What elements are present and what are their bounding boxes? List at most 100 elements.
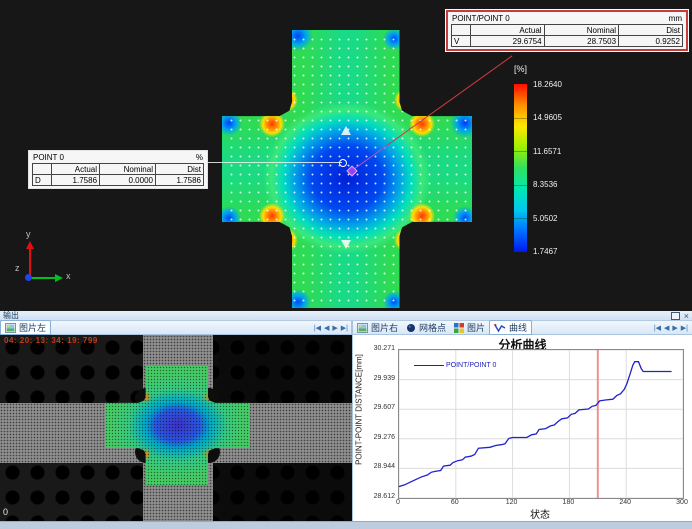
frame-number-overlay: 0 <box>3 507 9 517</box>
analysis-curve-panel: 分析曲线 POINT-POINT DISTANCE[mm] POINT/POIN… <box>353 335 692 521</box>
restore-button[interactable] <box>670 312 680 320</box>
colorbar-unit-label: [%] <box>514 64 528 74</box>
timestamp-overlay: 04: 20: 13: 34: 19: 799 <box>4 336 98 345</box>
actual-value: 1.7586 <box>50 174 101 186</box>
row-label: D <box>32 174 52 186</box>
actual-value: 29.6754 <box>470 35 545 47</box>
nominal-value: 28.7503 <box>543 35 620 47</box>
chart-legend: POINT/POINT 0 <box>414 362 496 369</box>
annotation-table-point-point-0[interactable]: POINT/POINT 0 mm Actual Nominal Dist V 2… <box>446 10 688 51</box>
chart-plot-area[interactable]: POINT/POINT 0 <box>398 349 684 499</box>
x-tick-label: 0 <box>396 499 400 506</box>
annotation-leader-line <box>206 162 342 163</box>
z-axis-label: z <box>15 263 20 273</box>
close-button[interactable]: × <box>683 311 689 321</box>
chart-x-axis-label: 状态 <box>530 510 550 521</box>
dist-value: 0.9252 <box>618 35 683 47</box>
colorbar-tick: 11.6571 <box>533 146 562 156</box>
nominal-value: 0.0000 <box>99 174 156 186</box>
previous-stage-button[interactable]: ◀ <box>664 324 670 332</box>
colorbar-tick-labels: 18.2640 14.9605 11.6571 8.3536 5.0502 1.… <box>533 80 562 256</box>
window-bottom-edge <box>0 521 692 529</box>
y-tick-label: 29.607 <box>373 404 395 412</box>
x-axis-arrow <box>30 277 56 279</box>
legend-line-sample <box>414 365 444 366</box>
y-tick-label: 28.612 <box>373 493 395 500</box>
x-tick-label: 300 <box>676 499 688 506</box>
output-panel-titlebar[interactable]: 输出 × <box>0 311 692 321</box>
legend-series-label: POINT/POINT 0 <box>446 362 497 369</box>
x-axis-label: x <box>66 271 71 281</box>
next-stage-button[interactable]: ▶ <box>672 324 678 332</box>
first-stage-button[interactable]: |◀ <box>653 324 662 332</box>
y-tick-label: 29.939 <box>373 374 395 382</box>
previous-stage-button[interactable]: ◀ <box>324 324 330 332</box>
x-tick-label: 180 <box>562 499 575 506</box>
table-row: V 29.6754 28.7503 0.9252 <box>451 35 683 47</box>
3d-viewport[interactable]: POINT/POINT 0 mm Actual Nominal Dist V 2… <box>0 0 692 311</box>
y-tick-label: 28.944 <box>373 463 395 471</box>
dist-value: 1.7586 <box>154 174 205 186</box>
right-panel-tabbar: 图片右 网格点 图片 曲线 |◀ ◀ ▶ ▶| <box>353 320 692 335</box>
y-axis-arrowhead <box>26 241 34 249</box>
colorbar-divider <box>514 151 527 153</box>
next-stage-button[interactable]: ▶ <box>332 324 338 332</box>
annotation-title: POINT/POINT 0 <box>452 14 510 23</box>
x-tick-label: 120 <box>505 499 518 506</box>
stage-navigation-left: |◀ ◀ ▶ ▶| <box>314 324 348 332</box>
tab-image-left[interactable]: 图片左 <box>0 320 52 335</box>
photo-icon <box>357 322 368 333</box>
picture-tiles-icon <box>454 322 465 333</box>
tab-label: 图片右 <box>371 323 399 333</box>
tab-label: 图片 <box>467 323 486 333</box>
point-0-marker[interactable] <box>339 159 347 167</box>
grid-point-icon <box>406 323 416 333</box>
chart-title: 分析曲线 <box>498 338 547 352</box>
x-axis-arrowhead <box>55 274 63 282</box>
direction-arrow-up-icon <box>341 126 351 135</box>
stage-navigation-right: |◀ ◀ ▶ ▶| <box>654 324 688 332</box>
colorbar-tick: 18.2640 <box>533 80 562 89</box>
direction-arrow-down-icon <box>341 240 351 249</box>
output-panel-title: 输出 <box>3 311 19 320</box>
left-panel-tabbar: 图片左 |◀ ◀ ▶ ▶| <box>0 320 352 335</box>
colorbar-tick: 8.3536 <box>533 180 558 190</box>
column-header: Dist <box>618 24 683 36</box>
column-header: Actual <box>470 24 545 36</box>
annotation-unit: mm <box>668 14 682 23</box>
last-stage-button[interactable]: ▶| <box>340 324 348 332</box>
y-axis-label: y <box>26 229 31 239</box>
colorbar-divider <box>514 218 527 220</box>
first-stage-button[interactable]: |◀ <box>313 324 322 332</box>
column-header <box>451 24 471 36</box>
photo-icon <box>5 322 16 333</box>
tab-label: 图片左 <box>19 323 47 333</box>
tab-label: 网格点 <box>419 323 447 333</box>
colorbar-tick: 14.9605 <box>533 113 562 123</box>
annotation-title: POINT 0 <box>33 153 64 162</box>
curve-icon <box>494 323 506 333</box>
y-axis-arrow <box>29 248 31 278</box>
coordinate-triad: y x z <box>14 229 78 290</box>
tab-grid-points[interactable]: 网格点 <box>402 321 450 334</box>
x-tick-label: 60 <box>450 499 459 506</box>
z-axis-dot <box>25 274 32 281</box>
camera-image-left[interactable]: 04: 20: 13: 34: 19: 799 0 <box>0 335 352 521</box>
annotation-table-point-0[interactable]: POINT 0 % Actual Nominal Dist D 1.7586 0… <box>28 150 208 189</box>
panel-splitter[interactable] <box>351 321 353 521</box>
tab-label: 曲线 <box>509 323 528 333</box>
annotation-unit: % <box>195 153 203 162</box>
column-header <box>32 163 52 175</box>
colorbar-divider <box>514 184 527 186</box>
column-header: Nominal <box>99 163 156 175</box>
row-label: V <box>451 35 471 47</box>
last-stage-button[interactable]: ▶| <box>680 324 688 332</box>
curve-plot <box>399 350 683 498</box>
tab-picture[interactable]: 图片 <box>450 321 489 334</box>
tab-curve[interactable]: 曲线 <box>489 320 533 335</box>
colorbar-tick: 5.0502 <box>533 213 558 223</box>
colorbar-tick: 1.7467 <box>533 246 558 256</box>
colorbar[interactable] <box>514 84 527 252</box>
tab-image-right[interactable]: 图片右 <box>353 321 402 334</box>
x-tick-label: 240 <box>619 499 632 506</box>
